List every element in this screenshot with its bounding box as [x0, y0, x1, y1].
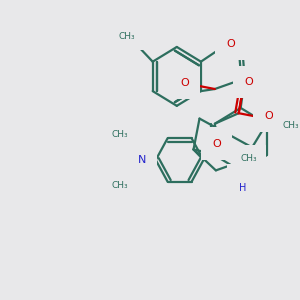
- Text: O: O: [244, 76, 253, 87]
- Text: N: N: [138, 155, 146, 165]
- Text: O: O: [226, 39, 235, 49]
- Text: CH₃: CH₃: [282, 121, 299, 130]
- Text: CH₃: CH₃: [112, 130, 128, 139]
- Text: O: O: [181, 78, 189, 88]
- Text: H: H: [239, 183, 246, 193]
- Text: N: N: [238, 176, 247, 185]
- Text: CH₃: CH₃: [118, 32, 135, 41]
- Text: CH₃: CH₃: [240, 154, 257, 163]
- Text: CH₃: CH₃: [112, 181, 128, 190]
- Text: O: O: [212, 139, 221, 148]
- Text: O: O: [264, 111, 273, 121]
